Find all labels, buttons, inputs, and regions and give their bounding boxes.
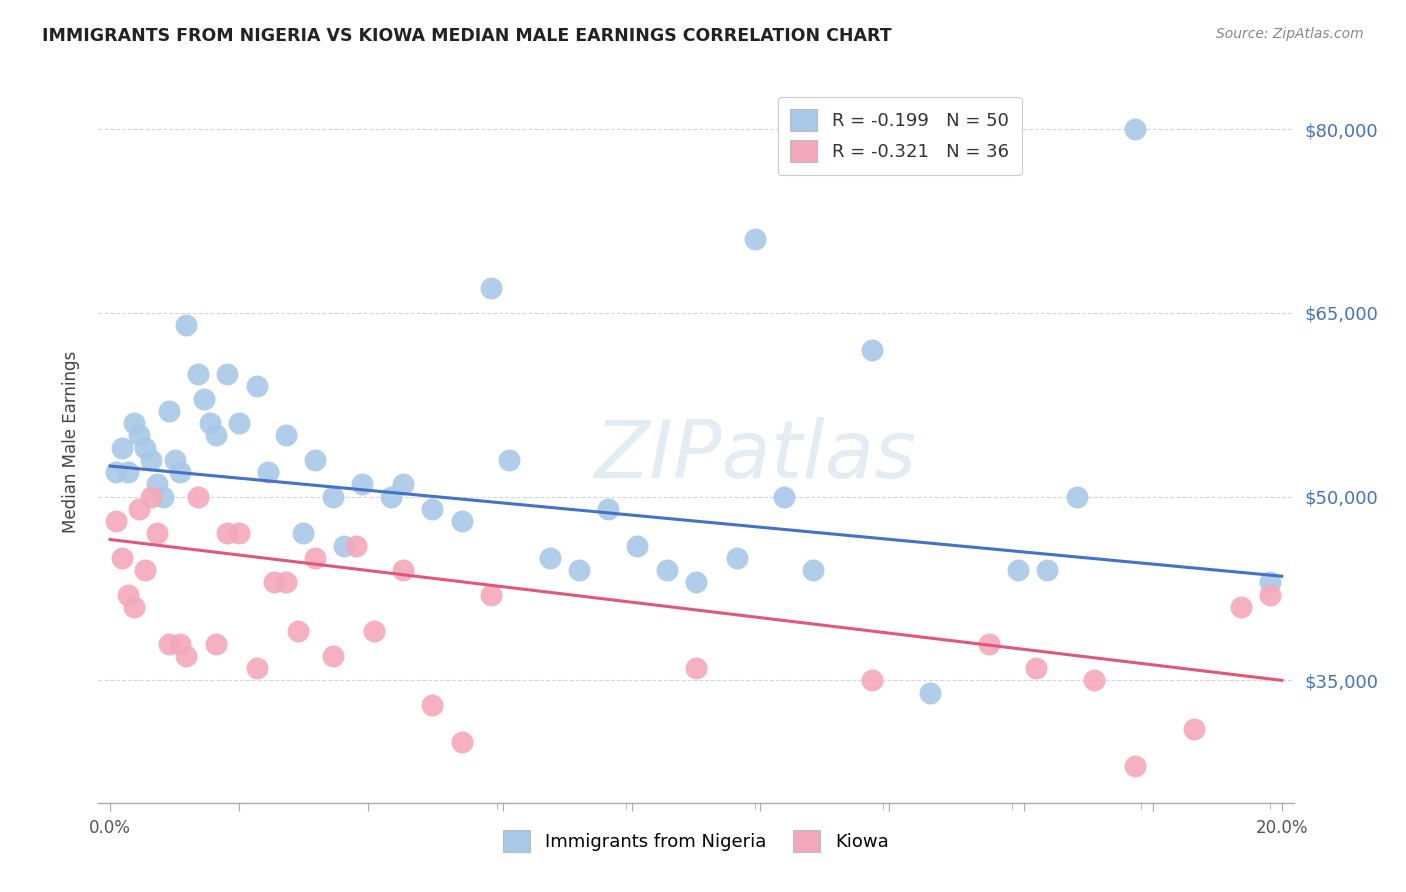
- Point: [773, 490, 796, 504]
- Point: [801, 563, 824, 577]
- Point: [287, 624, 309, 639]
- Point: [174, 648, 197, 663]
- Point: [105, 465, 128, 479]
- Y-axis label: Median Male Earnings: Median Male Earnings: [62, 351, 80, 533]
- Point: [146, 477, 169, 491]
- Point: [1258, 588, 1281, 602]
- Point: [304, 453, 326, 467]
- Point: [217, 367, 239, 381]
- Point: [422, 698, 444, 712]
- Point: [228, 526, 250, 541]
- Point: [163, 453, 186, 467]
- Point: [479, 588, 502, 602]
- Point: [217, 526, 239, 541]
- Point: [246, 661, 269, 675]
- Point: [146, 526, 169, 541]
- Point: [685, 661, 707, 675]
- Point: [117, 588, 139, 602]
- Point: [169, 465, 191, 479]
- Point: [450, 734, 472, 748]
- Text: Source: ZipAtlas.com: Source: ZipAtlas.com: [1216, 27, 1364, 41]
- Point: [860, 343, 883, 357]
- Point: [128, 502, 150, 516]
- Point: [1258, 575, 1281, 590]
- Point: [246, 379, 269, 393]
- Point: [322, 648, 344, 663]
- Point: [105, 514, 128, 528]
- Point: [274, 428, 297, 442]
- Point: [204, 637, 226, 651]
- Point: [744, 232, 766, 246]
- Point: [141, 453, 163, 467]
- Point: [292, 526, 315, 541]
- Point: [422, 502, 444, 516]
- Point: [152, 490, 174, 504]
- Point: [204, 428, 226, 442]
- Point: [363, 624, 385, 639]
- Point: [598, 502, 620, 516]
- Point: [257, 465, 280, 479]
- Point: [1125, 759, 1147, 773]
- Point: [1025, 661, 1047, 675]
- Point: [392, 563, 415, 577]
- Point: [1182, 723, 1205, 737]
- Text: ZIPatlas: ZIPatlas: [595, 417, 917, 495]
- Point: [169, 637, 191, 651]
- Point: [1007, 563, 1029, 577]
- Point: [128, 428, 150, 442]
- Point: [228, 416, 250, 430]
- Point: [568, 563, 591, 577]
- Point: [274, 575, 297, 590]
- Point: [392, 477, 415, 491]
- Point: [352, 477, 374, 491]
- Point: [111, 441, 134, 455]
- Point: [1125, 122, 1147, 136]
- Point: [860, 673, 883, 688]
- Point: [626, 539, 648, 553]
- Point: [304, 550, 326, 565]
- Point: [1083, 673, 1105, 688]
- Point: [655, 563, 678, 577]
- Point: [344, 539, 367, 553]
- Point: [141, 490, 163, 504]
- Point: [498, 453, 520, 467]
- Point: [198, 416, 221, 430]
- Point: [122, 599, 145, 614]
- Point: [380, 490, 402, 504]
- Text: IMMIGRANTS FROM NIGERIA VS KIOWA MEDIAN MALE EARNINGS CORRELATION CHART: IMMIGRANTS FROM NIGERIA VS KIOWA MEDIAN …: [42, 27, 891, 45]
- Point: [322, 490, 344, 504]
- Point: [538, 550, 561, 565]
- Point: [920, 685, 942, 699]
- Point: [977, 637, 1000, 651]
- Point: [450, 514, 472, 528]
- Point: [1036, 563, 1059, 577]
- Point: [187, 367, 209, 381]
- Point: [479, 281, 502, 295]
- Point: [1066, 490, 1088, 504]
- Point: [187, 490, 209, 504]
- Point: [122, 416, 145, 430]
- Point: [725, 550, 748, 565]
- Point: [685, 575, 707, 590]
- Point: [157, 637, 180, 651]
- Point: [157, 404, 180, 418]
- Point: [333, 539, 356, 553]
- Legend: Immigrants from Nigeria, Kiowa: Immigrants from Nigeria, Kiowa: [496, 822, 896, 859]
- Point: [1229, 599, 1253, 614]
- Point: [263, 575, 285, 590]
- Point: [111, 550, 134, 565]
- Point: [174, 318, 197, 333]
- Point: [117, 465, 139, 479]
- Point: [134, 563, 156, 577]
- Point: [193, 392, 215, 406]
- Point: [134, 441, 156, 455]
